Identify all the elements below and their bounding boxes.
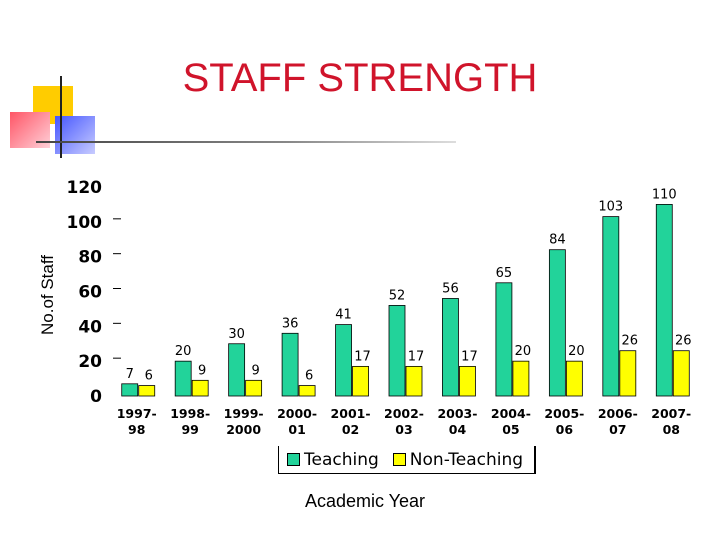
legend-swatch-teaching xyxy=(287,453,300,466)
data-label-non-teaching: 20 xyxy=(515,344,532,359)
x-tick-label: 08 xyxy=(663,422,680,437)
data-label-teaching: 20 xyxy=(175,344,192,359)
bar-teaching xyxy=(602,216,620,397)
bar-teaching xyxy=(281,332,299,397)
slide-title: STAFF STRENGTH xyxy=(182,56,538,100)
logo-decoration xyxy=(0,0,456,170)
x-tick-label: 2005- xyxy=(544,406,584,421)
y-tick-label: 20 xyxy=(78,352,102,372)
data-label-non-teaching: 9 xyxy=(251,363,259,378)
bar-teaching xyxy=(495,282,513,397)
bar-teaching xyxy=(388,305,406,397)
legend-label-non-teaching: Non-Teaching xyxy=(409,449,524,470)
x-tick-label: 1999- xyxy=(224,406,264,421)
legend-item-teaching: Teaching xyxy=(287,450,379,470)
data-label-teaching: 56 xyxy=(442,281,459,296)
bar-teaching xyxy=(121,383,139,397)
data-label-teaching: 110 xyxy=(652,187,677,202)
data-label-non-teaching: 6 xyxy=(145,369,153,384)
x-tick-label: 2000- xyxy=(277,406,317,421)
data-label-non-teaching: 17 xyxy=(408,349,425,364)
data-label-non-teaching: 26 xyxy=(622,334,639,349)
bar-teaching xyxy=(174,360,192,397)
bar-non-teaching xyxy=(138,385,156,397)
bar-teaching xyxy=(655,204,673,397)
y-tick-label: 40 xyxy=(78,317,102,337)
data-label-non-teaching: 9 xyxy=(198,363,206,378)
x-tick-label: 98 xyxy=(128,422,145,437)
data-label-teaching: 84 xyxy=(549,233,566,248)
bar-non-teaching xyxy=(565,360,583,397)
y-axis-title: No.of Staff xyxy=(38,255,57,336)
x-axis-title: Academic Year xyxy=(304,491,426,511)
x-tick-label: 2001- xyxy=(331,406,371,421)
chart-legend: Teaching Non-Teaching xyxy=(278,446,536,474)
x-tick-label: 03 xyxy=(395,422,412,437)
y-tick-label: 80 xyxy=(78,248,102,268)
x-tick-label: 2004- xyxy=(491,406,531,421)
data-label-teaching: 36 xyxy=(282,316,299,331)
bar-teaching xyxy=(335,324,352,397)
y-tick-label: 60 xyxy=(78,283,102,303)
bar-teaching xyxy=(442,298,459,397)
bar-non-teaching xyxy=(298,385,316,397)
x-tick-label: 1998- xyxy=(170,406,210,421)
data-label-non-teaching: 6 xyxy=(305,369,313,384)
x-tick-label: 2007- xyxy=(651,406,691,421)
bar-non-teaching xyxy=(459,365,476,397)
x-tick-label: 2006- xyxy=(598,406,638,421)
data-label-teaching: 41 xyxy=(335,308,352,323)
x-tick-label: 06 xyxy=(556,422,574,437)
data-label-non-teaching: 17 xyxy=(461,349,478,364)
x-tick-label: 2003- xyxy=(437,406,477,421)
bar-non-teaching xyxy=(352,365,369,397)
data-label-teaching: 103 xyxy=(598,200,623,215)
legend-label-teaching: Teaching xyxy=(304,449,379,470)
y-tick-label: 0 xyxy=(90,387,102,407)
x-tick-label: 02 xyxy=(342,422,359,437)
data-label-teaching: 52 xyxy=(389,288,406,303)
data-label-teaching: 65 xyxy=(496,266,513,281)
data-label-non-teaching: 17 xyxy=(354,349,371,364)
x-tick-label: 05 xyxy=(502,422,519,437)
x-tick-label: 2000 xyxy=(226,422,261,437)
legend-item-non-teaching: Non-Teaching xyxy=(392,449,524,470)
bar-non-teaching xyxy=(619,350,637,397)
bar-non-teaching xyxy=(512,360,530,397)
legend-swatch-non-teaching xyxy=(392,453,406,466)
x-tick-label: 1997- xyxy=(117,406,157,421)
x-tick-label: 07 xyxy=(609,422,626,437)
vertical-line xyxy=(60,76,62,158)
data-label-non-teaching: 20 xyxy=(568,344,585,359)
bar-teaching xyxy=(548,249,566,397)
data-label-non-teaching: 26 xyxy=(675,334,692,349)
data-label-teaching: 30 xyxy=(228,327,245,342)
y-tick-label: 120 xyxy=(67,178,103,198)
x-tick-label: 99 xyxy=(181,422,198,437)
bar-non-teaching xyxy=(191,379,209,397)
data-label-teaching: 7 xyxy=(126,367,134,382)
bar-non-teaching xyxy=(245,379,263,397)
y-tick-label: 100 xyxy=(67,213,103,233)
bar-non-teaching xyxy=(672,350,690,397)
bar-teaching xyxy=(228,343,246,397)
bar-non-teaching xyxy=(405,365,423,397)
x-tick-label: 04 xyxy=(449,422,467,437)
x-tick-label: 01 xyxy=(288,422,305,437)
x-tick-label: 2002- xyxy=(384,406,424,421)
horizontal-line xyxy=(36,141,456,143)
